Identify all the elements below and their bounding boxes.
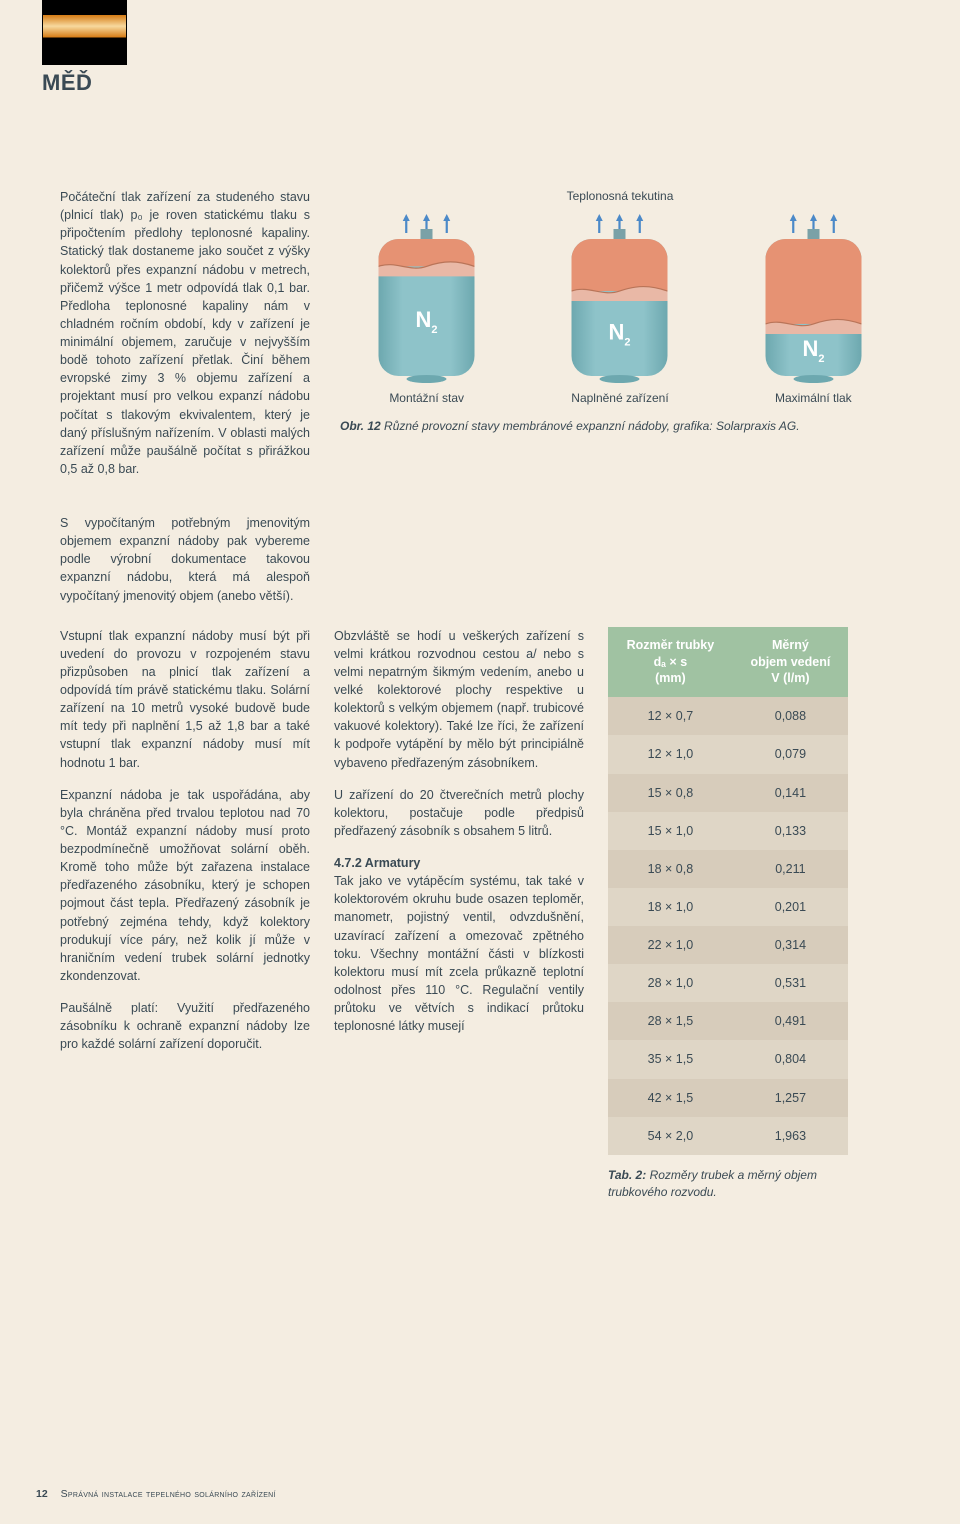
figure-12: Teplonosná tekutina N2 [340,188,900,435]
cell-vol: 0,211 [733,850,848,888]
cell-vol: 0,491 [733,1002,848,1040]
cell-dim: 18 × 0,8 [608,850,733,888]
logo-label: MĚĎ [42,67,127,99]
logo: MĚĎ [42,0,127,85]
cell-dim: 15 × 0,8 [608,774,733,812]
cell-vol: 0,531 [733,964,848,1002]
cell-dim: 28 × 1,5 [608,1002,733,1040]
cell-dim: 54 × 2,0 [608,1117,733,1155]
table-2-caption: Tab. 2: Rozměry trubek a měrný objem tru… [608,1167,848,1201]
paragraph-1: Počáteční tlak zařízení za studeného sta… [60,188,310,478]
table-row: 15 × 1,00,133 [608,812,848,850]
cell-vol: 0,141 [733,774,848,812]
footer-title: Správná instalace tepelného solárního za… [61,1488,276,1500]
vessel-state: N2 Montážní stav [340,211,513,407]
table-row: 18 × 1,00,201 [608,888,848,926]
cell-vol: 0,079 [733,735,848,773]
expansion-vessel: N2 [552,211,687,386]
table-row: 42 × 1,51,257 [608,1079,848,1117]
cell-dim: 18 × 1,0 [608,888,733,926]
table-2: Rozměr trubky dₐ × s (mm) Měrný objem ve… [608,627,848,1155]
cell-dim: 42 × 1,5 [608,1079,733,1117]
cell-vol: 0,804 [733,1040,848,1078]
cell-vol: 0,088 [733,697,848,735]
cell-dim: 35 × 1,5 [608,1040,733,1078]
page-footer: 12 Správná instalace tepelného solárního… [36,1487,276,1502]
figure-12-caption: Obr. 12 Různé provozní stavy membránové … [340,418,900,435]
cell-dim: 12 × 1,0 [608,735,733,773]
paragraph-3: Vstupní tlak expanzní nádoby musí být př… [60,627,310,772]
table-row: 35 × 1,50,804 [608,1040,848,1078]
expansion-vessel: N2 [746,211,881,386]
cell-dim: 15 × 1,0 [608,812,733,850]
cell-vol: 0,314 [733,926,848,964]
table-row: 54 × 2,01,963 [608,1117,848,1155]
cell-vol: 1,963 [733,1117,848,1155]
page-number: 12 [36,1488,48,1500]
cell-dim: 12 × 0,7 [608,697,733,735]
table-row: 18 × 0,80,211 [608,850,848,888]
cell-vol: 0,133 [733,812,848,850]
cell-dim: 22 × 1,0 [608,926,733,964]
vessel-label: Montážní stav [389,390,464,407]
table-row: 22 × 1,00,314 [608,926,848,964]
paragraph-4: Expanzní nádoba je tak uspořádána, aby b… [60,786,310,985]
paragraph-2: S vypočítaným potřebným jmenovitým objem… [60,514,310,605]
table-row: 12 × 1,00,079 [608,735,848,773]
table-row: 15 × 0,80,141 [608,774,848,812]
paragraph-6: Obzvláště se hodí u veškerých zařízení s… [334,627,584,772]
table-row: 28 × 1,00,531 [608,964,848,1002]
cell-dim: 28 × 1,0 [608,964,733,1002]
expansion-vessel: N2 [359,211,494,386]
vessel-state: N2 Maximální tlak [727,211,900,407]
paragraph-7: U zařízení do 20 čtverečních metrů ploch… [334,786,584,840]
table-header-vol: Měrný objem vedení V (l/m) [733,627,848,698]
vessel-state: N2 Naplněné zařízení [533,211,706,407]
section-heading-472: 4.7.2 Armatury Tak jako ve vytápěcím sys… [334,854,584,1035]
vessel-label: Maximální tlak [775,390,852,407]
table-row: 28 × 1,50,491 [608,1002,848,1040]
cell-vol: 0,201 [733,888,848,926]
figure-top-label: Teplonosná tekutina [340,188,900,205]
logo-image [42,0,127,65]
paragraph-5: Paušálně platí: Využití předřazeného zás… [60,999,310,1053]
table-header-dim: Rozměr trubky dₐ × s (mm) [608,627,733,698]
vessel-label: Naplněné zařízení [571,390,668,407]
cell-vol: 1,257 [733,1079,848,1117]
table-row: 12 × 0,70,088 [608,697,848,735]
